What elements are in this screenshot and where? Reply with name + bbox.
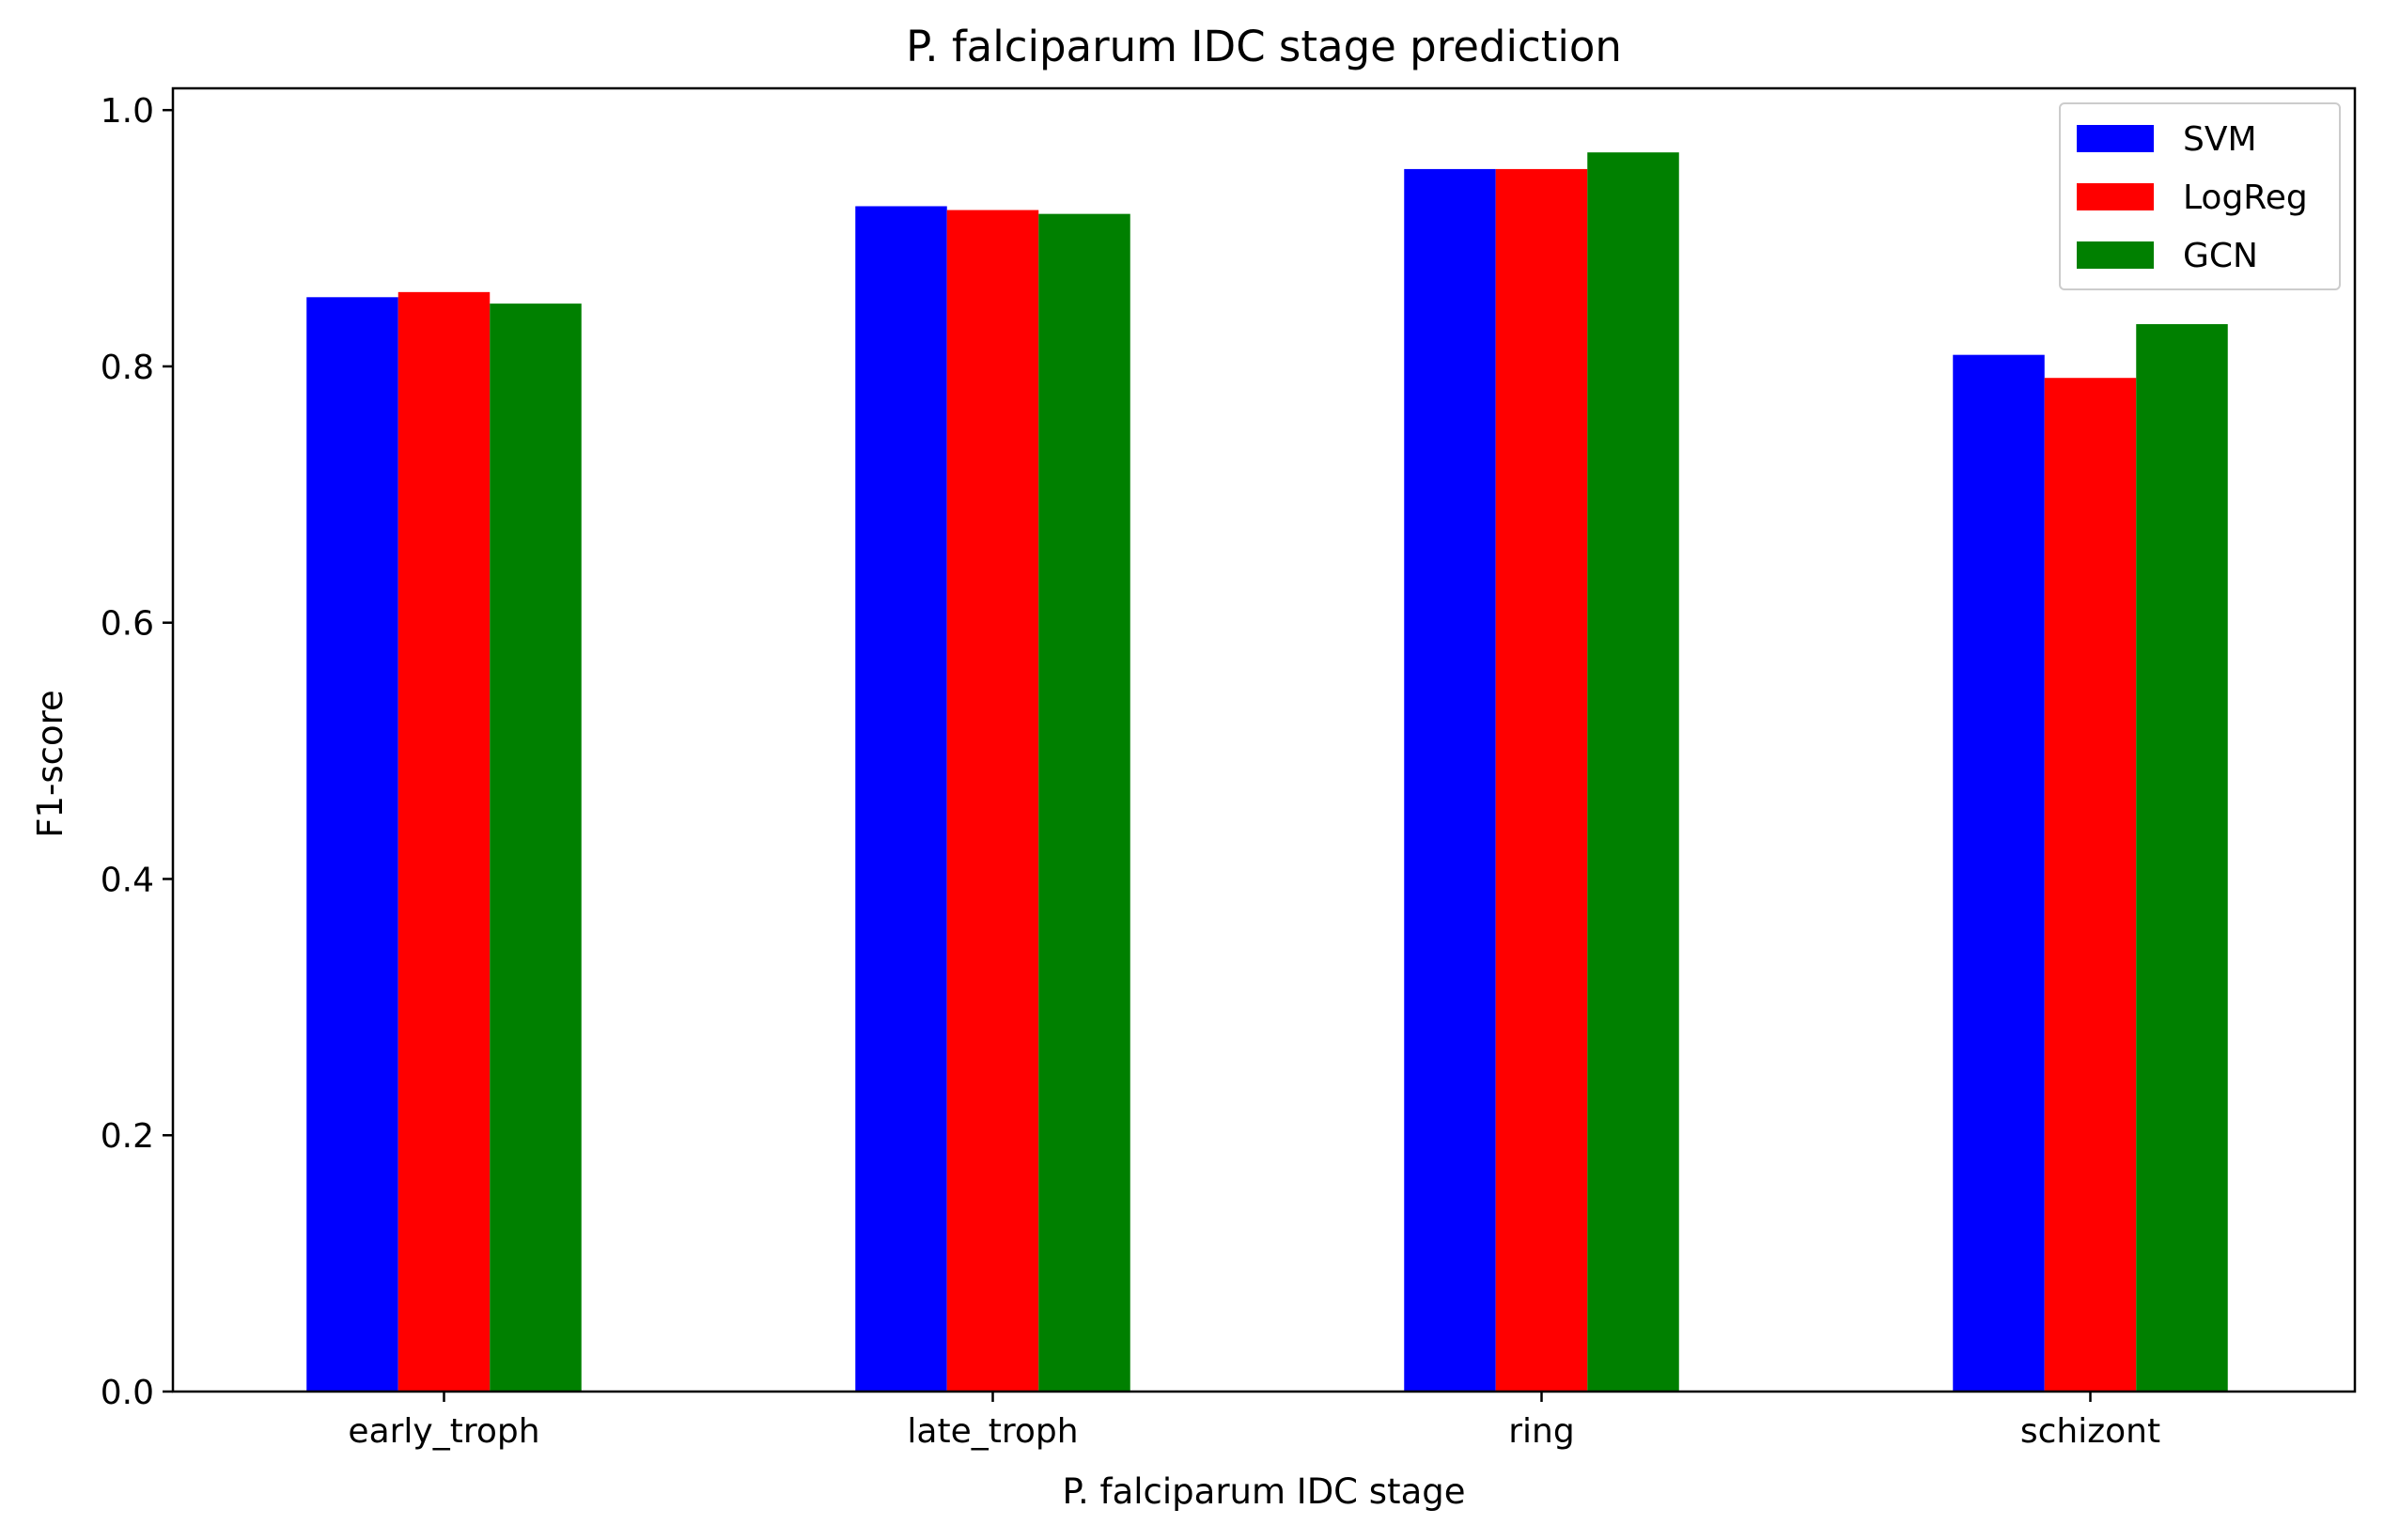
bar-gcn-early-troph: [490, 303, 582, 1392]
x-tick-label: schizont: [2020, 1412, 2160, 1451]
x-tick-label: late_troph: [907, 1412, 1078, 1451]
bar-svm-schizont: [1953, 354, 2045, 1392]
y-tick-label: 0.4: [101, 861, 154, 899]
legend-swatch-logreg: [2077, 183, 2154, 210]
y-tick-label: 0.8: [101, 349, 154, 387]
chart-title: P. falciparum IDC stage prediction: [906, 22, 1622, 71]
bar-gcn-schizont: [2136, 323, 2228, 1392]
legend: SVM LogReg GCN: [2059, 102, 2341, 290]
bar-logreg-schizont: [2044, 378, 2137, 1392]
y-tick-label: 0.0: [101, 1374, 154, 1412]
bars-layer: [306, 152, 2228, 1392]
legend-label-logreg: LogReg: [2183, 179, 2308, 217]
legend-swatch-svm: [2077, 125, 2154, 152]
bar-svm-late-troph: [855, 206, 947, 1392]
x-tick-label: early_troph: [348, 1412, 539, 1451]
x-axis-label: P. falciparum IDC stage: [1062, 1471, 1465, 1512]
y-tick-label: 1.0: [101, 92, 154, 131]
bar-logreg-late-troph: [946, 210, 1039, 1392]
bar-gcn-ring: [1587, 152, 1679, 1392]
plot-frame: [171, 86, 2357, 1393]
x-ticks-layer: early_troph late_troph ring schizont: [348, 1392, 2160, 1451]
bar-logreg-ring: [1495, 168, 1588, 1392]
bar-gcn-late-troph: [1038, 213, 1130, 1392]
y-ticks-layer: 0.0 0.2 0.4 0.6 0.8 1.0: [101, 92, 173, 1412]
legend-label-gcn: GCN: [2183, 237, 2258, 275]
y-tick-label: 0.2: [101, 1117, 154, 1156]
y-axis-label: F1-score: [30, 690, 70, 838]
bar-svm-early-troph: [306, 297, 398, 1392]
y-tick-label: 0.6: [101, 605, 154, 644]
legend-label-svm: SVM: [2183, 120, 2257, 159]
bar-logreg-early-troph: [397, 291, 491, 1392]
bar-svm-ring: [1404, 168, 1496, 1392]
legend-swatch-gcn: [2077, 241, 2154, 269]
x-tick-label: ring: [1508, 1412, 1574, 1451]
